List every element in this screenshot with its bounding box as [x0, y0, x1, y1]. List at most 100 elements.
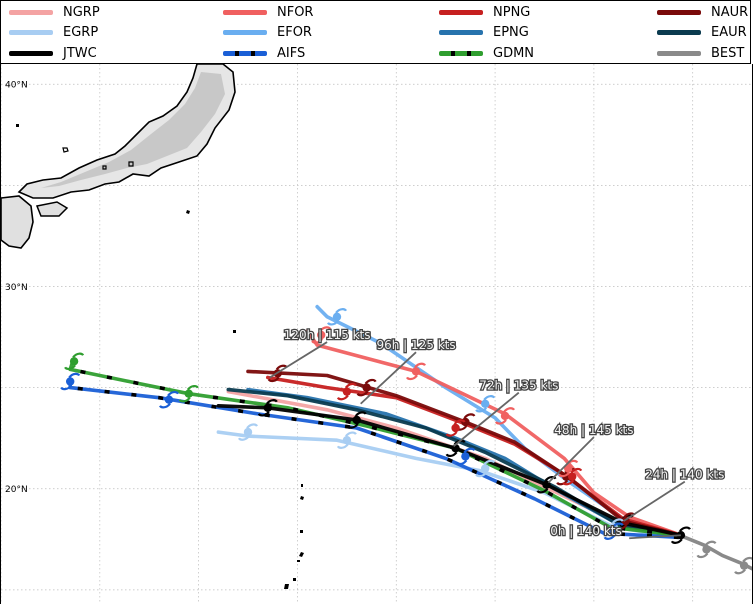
marker-arm — [611, 518, 624, 524]
marker-core — [342, 436, 352, 445]
marker-arm — [336, 394, 349, 401]
annotation-label: 96h | 125 kts — [376, 338, 455, 352]
annotation-label: 72h | 135 kts — [479, 379, 558, 393]
marker-core — [352, 415, 361, 425]
marker-core — [609, 527, 618, 536]
typhoon-marker-nfor — [406, 362, 426, 381]
landmass — [1, 64, 304, 589]
marker-arm — [455, 459, 468, 466]
track-aifs — [68, 381, 681, 540]
marker-core — [263, 403, 272, 412]
island-izu-1 — [186, 210, 190, 214]
legend-label: AIFS — [277, 45, 306, 61]
lat-tick-label: 40°N — [5, 81, 28, 91]
marker-arm — [238, 435, 250, 441]
legend-item-aifs: AIFS — [223, 44, 305, 62]
typhoon-marker-gdmn — [64, 352, 85, 371]
marker-core — [461, 417, 470, 427]
legend-item-best: BEST — [657, 44, 744, 62]
legend-swatch — [9, 29, 53, 35]
annotation-leader — [629, 534, 681, 540]
marker-core — [739, 561, 749, 570]
legend-swatch — [657, 29, 701, 35]
marker-core — [564, 464, 573, 473]
legend-item-jtwc: JTWC — [9, 44, 97, 62]
legend-item-naur: NAUR — [657, 3, 748, 21]
typhoon-marker-efor — [327, 308, 347, 326]
marker-core — [317, 330, 326, 340]
typhoon-marker-aifs — [603, 522, 624, 540]
annotation-leader — [547, 436, 595, 484]
lat-tick-label: 20°N — [5, 485, 28, 495]
marker-arm — [544, 475, 557, 482]
legend-item-eaur: EAUR — [657, 23, 747, 41]
marker-arm — [265, 399, 278, 405]
typhoon-marker-aifs — [455, 447, 476, 466]
marker-arm — [679, 526, 691, 532]
marker-arm — [336, 443, 349, 449]
typhoon-marker-npng — [336, 382, 357, 401]
typhoon-marker-naur — [356, 378, 377, 397]
typhoon-marker-best — [696, 540, 717, 559]
marker-arm — [159, 402, 171, 409]
shikoku-shape — [35, 201, 69, 217]
legend-swatch — [223, 9, 267, 15]
marker-arm — [445, 451, 458, 458]
marker-arm — [670, 538, 683, 544]
lat-tick-label: 30°N — [5, 283, 28, 293]
typhoon-marker-nfor — [495, 407, 515, 425]
marker-arm — [603, 534, 616, 540]
track-eaur — [226, 387, 681, 537]
legend-item-egrp: EGRP — [9, 23, 98, 41]
legend-label: JTWC — [63, 45, 97, 61]
legend-label: EFOR — [277, 24, 312, 40]
island-small-d — [128, 161, 134, 167]
marker-arm — [611, 522, 624, 528]
marker-arm — [734, 568, 746, 575]
marker-arm — [562, 479, 575, 486]
marker-arm — [483, 459, 496, 466]
legend-label: NGRP — [63, 4, 100, 20]
marker-arm — [445, 431, 458, 437]
marker-arm — [475, 407, 488, 413]
typhoon-marker-nfor — [311, 326, 332, 344]
island-small-c — [102, 165, 107, 170]
grid-lines — [1, 64, 752, 604]
legend-label: BEST — [711, 45, 745, 61]
marker-core — [481, 399, 490, 408]
legend-item-efor: EFOR — [223, 23, 312, 41]
marker-core — [362, 383, 371, 392]
legend-swatch — [657, 9, 701, 15]
intensity-annotations: 0h | 140 kts 24h | 140 kts 48h | 145 kts 72… — [269, 327, 726, 540]
marker-core — [66, 377, 75, 386]
typhoon-marker-egrp — [336, 431, 357, 449]
marker-core — [332, 312, 342, 321]
marker-core — [481, 464, 490, 473]
marker-arm — [68, 372, 81, 379]
legend-swatch — [9, 50, 53, 56]
annotation-leader — [360, 351, 417, 405]
marker-core — [676, 531, 686, 540]
marker-arm — [364, 378, 377, 385]
chart-legend: NGRP NFOR NPNG NAUR EGRP EFOR EPNG EAUR JTWC AIFS… — [0, 0, 751, 64]
marker-arm — [246, 423, 258, 429]
annotation-label: 48h | 145 kts — [554, 423, 633, 437]
marker-arm — [60, 384, 73, 391]
island-ogasawara-5 — [297, 560, 300, 562]
annotation-label: 0h | 140 kts — [550, 524, 622, 538]
annotation-leader — [453, 391, 520, 447]
legend-swatch — [439, 50, 483, 56]
kyushu-shape — [1, 195, 34, 249]
island-small-b — [62, 147, 69, 153]
annotation-label: 120h | 115 kts — [284, 328, 371, 342]
marker-arm — [483, 395, 496, 401]
marker-arm — [475, 471, 488, 478]
marker-core — [568, 472, 577, 481]
marker-arm — [327, 320, 339, 326]
typhoon-marker-npng — [445, 419, 466, 437]
latitude-labels: 40°N 30°N 20°N — [5, 81, 28, 495]
typhoon-marker-efor — [475, 395, 496, 413]
marker-arm — [356, 390, 369, 397]
legend-label: EAUR — [711, 24, 747, 40]
marker-arm — [453, 419, 466, 425]
